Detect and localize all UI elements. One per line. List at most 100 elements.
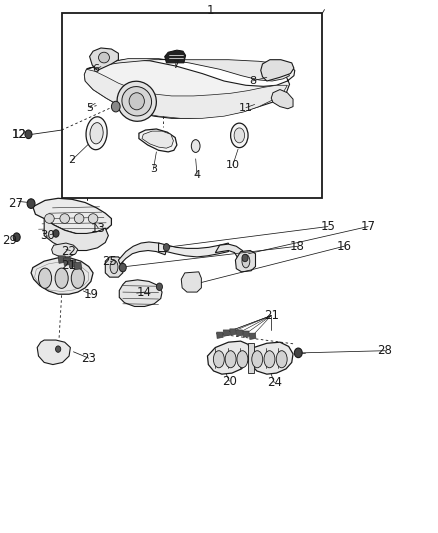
Text: 17: 17 [360, 220, 376, 233]
Text: 24: 24 [267, 376, 282, 389]
Ellipse shape [242, 255, 250, 268]
Circle shape [27, 199, 35, 208]
Ellipse shape [129, 93, 145, 110]
Circle shape [242, 254, 248, 262]
Text: 23: 23 [81, 352, 96, 365]
Text: 1: 1 [206, 4, 214, 17]
Ellipse shape [110, 260, 118, 274]
Ellipse shape [39, 268, 52, 288]
Text: 4: 4 [194, 170, 201, 180]
Text: 25: 25 [102, 255, 117, 268]
Circle shape [111, 101, 120, 112]
Text: 30: 30 [40, 229, 55, 242]
Text: 21: 21 [62, 259, 77, 272]
Polygon shape [31, 258, 93, 294]
Polygon shape [249, 333, 256, 340]
Polygon shape [236, 330, 243, 336]
Polygon shape [248, 343, 254, 373]
Polygon shape [69, 260, 77, 268]
Ellipse shape [71, 268, 85, 288]
Polygon shape [215, 244, 245, 265]
Text: 13: 13 [91, 222, 106, 235]
Ellipse shape [86, 117, 107, 150]
Polygon shape [119, 280, 162, 306]
Text: 14: 14 [137, 286, 152, 298]
Text: 18: 18 [290, 240, 305, 253]
Ellipse shape [60, 214, 70, 223]
Circle shape [156, 283, 162, 290]
Text: 20: 20 [222, 375, 237, 387]
Ellipse shape [74, 214, 84, 223]
Polygon shape [44, 219, 108, 251]
Circle shape [56, 346, 61, 352]
Ellipse shape [45, 214, 54, 223]
Circle shape [25, 130, 32, 139]
Ellipse shape [276, 351, 287, 368]
Text: 12: 12 [11, 128, 26, 141]
Polygon shape [250, 342, 293, 374]
Circle shape [163, 244, 170, 251]
Polygon shape [33, 198, 111, 235]
Ellipse shape [88, 214, 98, 223]
Text: 6: 6 [92, 64, 99, 74]
Circle shape [119, 263, 126, 272]
Bar [62, 13, 322, 198]
Ellipse shape [117, 81, 156, 122]
Text: 15: 15 [321, 220, 336, 233]
Polygon shape [85, 69, 287, 118]
Polygon shape [58, 256, 66, 263]
Ellipse shape [231, 123, 248, 148]
Ellipse shape [264, 351, 275, 368]
Polygon shape [217, 332, 223, 338]
Ellipse shape [213, 351, 224, 368]
Polygon shape [74, 262, 82, 270]
Circle shape [294, 348, 302, 358]
Text: 5: 5 [86, 103, 93, 112]
Polygon shape [52, 243, 78, 257]
Polygon shape [261, 60, 294, 81]
Polygon shape [243, 331, 249, 337]
Text: 29: 29 [2, 235, 17, 247]
Polygon shape [271, 90, 293, 109]
Polygon shape [230, 329, 236, 335]
Ellipse shape [191, 140, 200, 152]
Polygon shape [37, 340, 71, 365]
Ellipse shape [234, 128, 244, 143]
Polygon shape [118, 242, 167, 264]
Text: 27: 27 [8, 197, 23, 210]
Polygon shape [235, 251, 255, 272]
Ellipse shape [90, 123, 103, 144]
Polygon shape [64, 258, 71, 265]
Polygon shape [165, 50, 186, 63]
Text: 12: 12 [11, 128, 26, 141]
Text: 19: 19 [83, 288, 99, 301]
Text: 22: 22 [62, 245, 77, 258]
Polygon shape [181, 272, 201, 292]
Polygon shape [208, 341, 250, 374]
Text: 21: 21 [264, 309, 279, 322]
Polygon shape [139, 129, 177, 152]
Polygon shape [223, 330, 230, 336]
Circle shape [13, 233, 20, 241]
Ellipse shape [122, 86, 152, 116]
Text: 10: 10 [226, 160, 240, 170]
Polygon shape [90, 48, 118, 70]
Text: 28: 28 [377, 344, 392, 357]
Polygon shape [87, 59, 290, 81]
Ellipse shape [225, 351, 236, 368]
Ellipse shape [99, 52, 110, 63]
Text: 16: 16 [337, 240, 352, 253]
Text: 7: 7 [172, 60, 179, 70]
Polygon shape [159, 243, 229, 257]
Ellipse shape [55, 268, 68, 288]
Ellipse shape [252, 351, 263, 368]
Text: 3: 3 [150, 165, 157, 174]
Polygon shape [142, 131, 173, 148]
Ellipse shape [237, 351, 248, 368]
Text: 2: 2 [69, 155, 76, 165]
Circle shape [53, 230, 59, 237]
Polygon shape [85, 60, 295, 118]
Text: 11: 11 [239, 103, 253, 112]
Polygon shape [105, 257, 123, 277]
Text: 8: 8 [249, 76, 256, 86]
